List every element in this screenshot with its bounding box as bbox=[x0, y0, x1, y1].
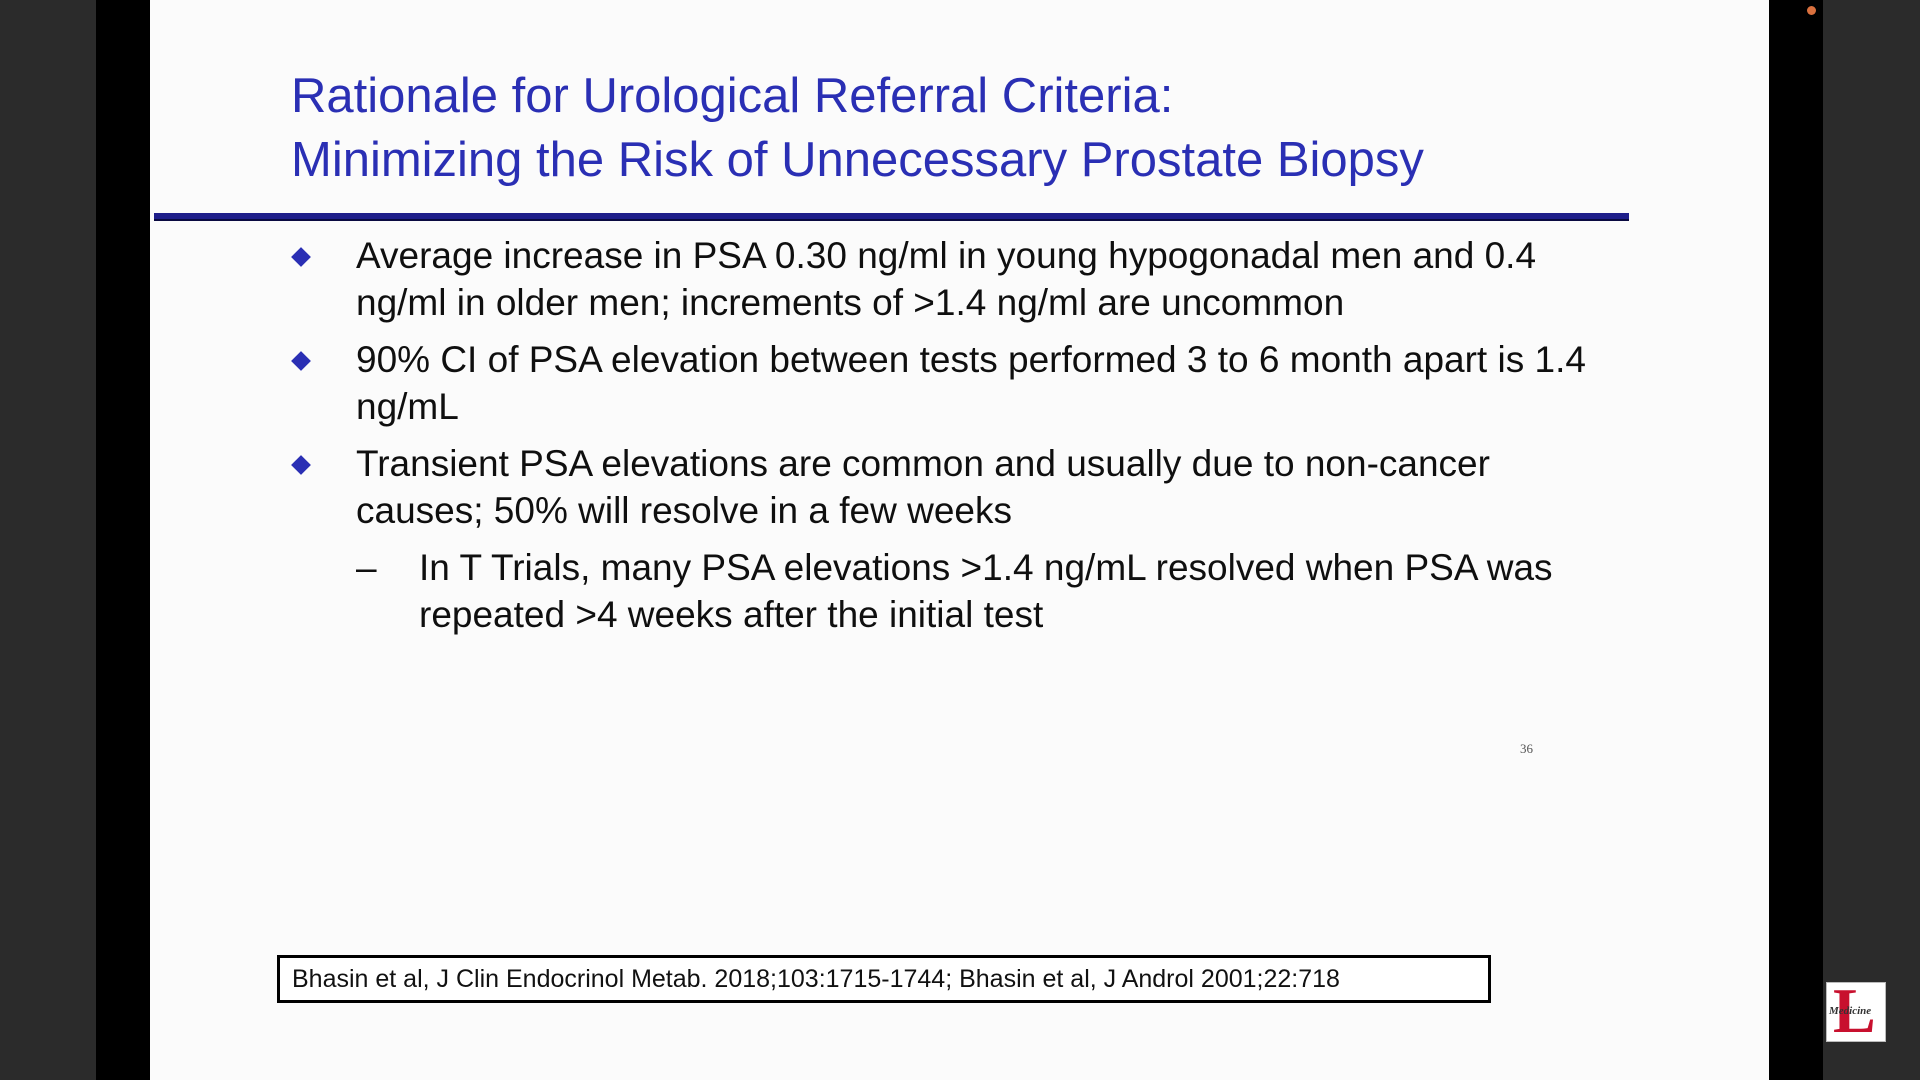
sub-bullet-item: – In T Trials, many PSA elevations >1.4 … bbox=[290, 544, 1610, 638]
bullet-text: 90% CI of PSA elevation between tests pe… bbox=[356, 339, 1586, 427]
bullet-text: Transient PSA elevations are common and … bbox=[356, 443, 1490, 531]
logo-text: Medicine bbox=[1829, 1005, 1872, 1017]
slide-title-line-2: Minimizing the Risk of Unnecessary Prost… bbox=[291, 133, 1424, 187]
bullet-item: 90% CI of PSA elevation between tests pe… bbox=[290, 336, 1610, 430]
diamond-icon bbox=[291, 247, 311, 267]
record-dot-icon bbox=[1807, 6, 1816, 15]
logo-letter: L bbox=[1833, 982, 1876, 1042]
citation-box: Bhasin et al, J Clin Endocrinol Metab. 2… bbox=[277, 955, 1491, 1003]
presentation-slide: Rationale for Urological Referral Criter… bbox=[150, 0, 1769, 1080]
slide-title: Rationale for Urological Referral Criter… bbox=[291, 64, 1711, 192]
university-logo-icon: L Medicine bbox=[1826, 982, 1886, 1042]
bullet-item: Transient PSA elevations are common and … bbox=[290, 440, 1610, 534]
bullet-list: Average increase in PSA 0.30 ng/ml in yo… bbox=[290, 232, 1610, 638]
bullet-item: Average increase in PSA 0.30 ng/ml in yo… bbox=[290, 232, 1610, 326]
diamond-icon bbox=[291, 351, 311, 371]
page-number: 36 bbox=[1520, 741, 1533, 756]
dash-marker: – bbox=[356, 547, 377, 588]
bullet-text: Average increase in PSA 0.30 ng/ml in yo… bbox=[356, 235, 1537, 323]
title-divider bbox=[154, 213, 1629, 219]
sub-bullet-text: In T Trials, many PSA elevations >1.4 ng… bbox=[419, 547, 1553, 635]
slide-title-line-1: Rationale for Urological Referral Criter… bbox=[291, 69, 1174, 123]
diamond-icon bbox=[291, 455, 311, 475]
